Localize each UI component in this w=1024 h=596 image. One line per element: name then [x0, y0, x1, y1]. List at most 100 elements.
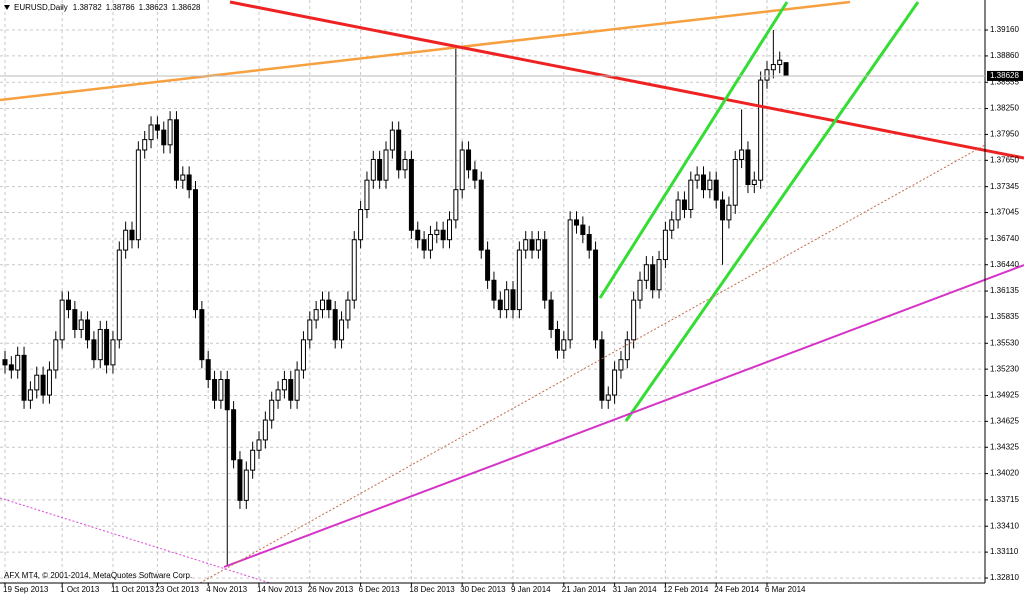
candle-body: [186, 174, 192, 191]
y-tick-label: 1.35230: [990, 364, 1019, 373]
header-low: 1.38623: [139, 3, 168, 12]
candle-body: [135, 149, 141, 241]
candle-body: [345, 299, 351, 321]
candle-body: [694, 174, 700, 181]
candle-body: [612, 369, 618, 396]
candle-body: [574, 219, 579, 226]
y-tick-label: 1.33110: [990, 547, 1019, 556]
candle-body: [415, 229, 421, 241]
candle-body: [669, 219, 675, 231]
trend-line-dotted: [199, 144, 986, 584]
candle-body: [212, 379, 218, 401]
candle-body: [15, 354, 21, 371]
y-tick-label: 1.34020: [990, 469, 1019, 478]
candle-body: [129, 229, 135, 241]
candle-body: [2, 359, 8, 366]
candle-body: [326, 299, 332, 311]
candle-body: [205, 359, 211, 381]
candle-body: [688, 179, 694, 211]
candle-body: [250, 449, 256, 471]
candle-body: [421, 239, 427, 251]
candle-body: [91, 339, 97, 361]
candle-body: [726, 204, 732, 221]
candle-body: [529, 239, 535, 251]
candle-body: [675, 199, 681, 221]
candle-body: [40, 374, 46, 396]
candle-body: [504, 289, 510, 311]
candle-body: [275, 389, 281, 401]
candle-body: [148, 124, 154, 141]
candle-body: [294, 369, 300, 401]
x-tick-label: 21 Jan 2014: [562, 585, 607, 594]
header-high: 1.38786: [106, 3, 135, 12]
header-close: 1.38628: [172, 3, 201, 12]
candle-body: [580, 224, 586, 236]
candle-body: [707, 179, 713, 191]
y-tick-label: 1.34325: [990, 442, 1019, 451]
y-tick-label: 1.34625: [990, 416, 1019, 425]
y-tick-label: 1.36440: [990, 260, 1019, 269]
candle-body: [339, 319, 345, 341]
candle-body: [97, 328, 103, 361]
x-tick-label: 26 Nov 2013: [308, 585, 354, 594]
candle-body: [364, 179, 370, 211]
candle-body: [516, 249, 522, 311]
candle-body: [453, 189, 459, 221]
symbol: EURUSD,Daily: [14, 3, 68, 12]
candle-body: [758, 79, 764, 181]
y-tick-label: 1.36740: [990, 234, 1019, 243]
y-tick-label: 1.37650: [990, 155, 1019, 164]
candle-body: [237, 459, 243, 501]
candle-body: [21, 354, 27, 401]
candle-body: [281, 379, 287, 391]
channel-line-lower: [624, 1, 920, 422]
candle-body: [656, 259, 662, 291]
candle-body: [643, 264, 649, 281]
y-tick-label: 1.37950: [990, 130, 1019, 139]
x-tick-label: 4 Nov 2013: [206, 585, 247, 594]
candle-body: [231, 409, 237, 461]
candle-body: [542, 239, 548, 301]
candle-body: [377, 158, 383, 181]
y-tick-label: 1.37345: [990, 182, 1019, 191]
candle-body: [53, 339, 59, 371]
channel-line-upper: [598, 1, 789, 299]
candle-body: [554, 328, 560, 351]
candle-body: [561, 339, 567, 351]
candle-body: [218, 379, 224, 401]
copyright: AFX MT4, © 2001-2014, MetaQuotes Softwar…: [4, 571, 192, 580]
x-tick-label: 18 Dec 2013: [409, 585, 455, 594]
candle-body: [332, 309, 338, 341]
candle-body: [713, 179, 719, 201]
candle-body: [605, 394, 611, 401]
candle-body: [243, 469, 249, 501]
price-label-box: [987, 70, 1023, 81]
candle-body: [720, 199, 726, 221]
x-tick-label: 11 Oct 2013: [111, 585, 155, 594]
candle-body: [751, 179, 757, 185]
candle-body: [681, 199, 687, 211]
candle-body: [535, 239, 541, 251]
candle-body: [66, 299, 71, 311]
trend-line-magenta: [223, 264, 1024, 568]
trend-line-red: [229, 0, 1024, 160]
candle-body: [618, 359, 624, 371]
y-tick-label: 1.37045: [990, 208, 1019, 217]
trend-line-orange: [0, 0, 851, 102]
y-tick-label: 1.35530: [990, 338, 1019, 347]
x-tick-label: 6 Mar 2014: [765, 585, 806, 594]
candle-body: [745, 149, 751, 185]
y-tick-label: 1.36135: [990, 286, 1019, 295]
y-tick-label: 1.32810: [990, 573, 1019, 582]
candle-body: [320, 299, 325, 311]
candle-body: [485, 249, 491, 281]
candle-body: [402, 158, 408, 171]
y-tick-label: 1.38860: [990, 51, 1019, 60]
y-tick-label: 1.33715: [990, 495, 1019, 504]
candle-body: [427, 234, 433, 251]
candle-body: [123, 229, 129, 251]
candle-body: [173, 119, 179, 181]
collapse-icon[interactable]: [4, 5, 10, 10]
candle-body: [154, 124, 160, 131]
candle-body: [72, 309, 78, 330]
